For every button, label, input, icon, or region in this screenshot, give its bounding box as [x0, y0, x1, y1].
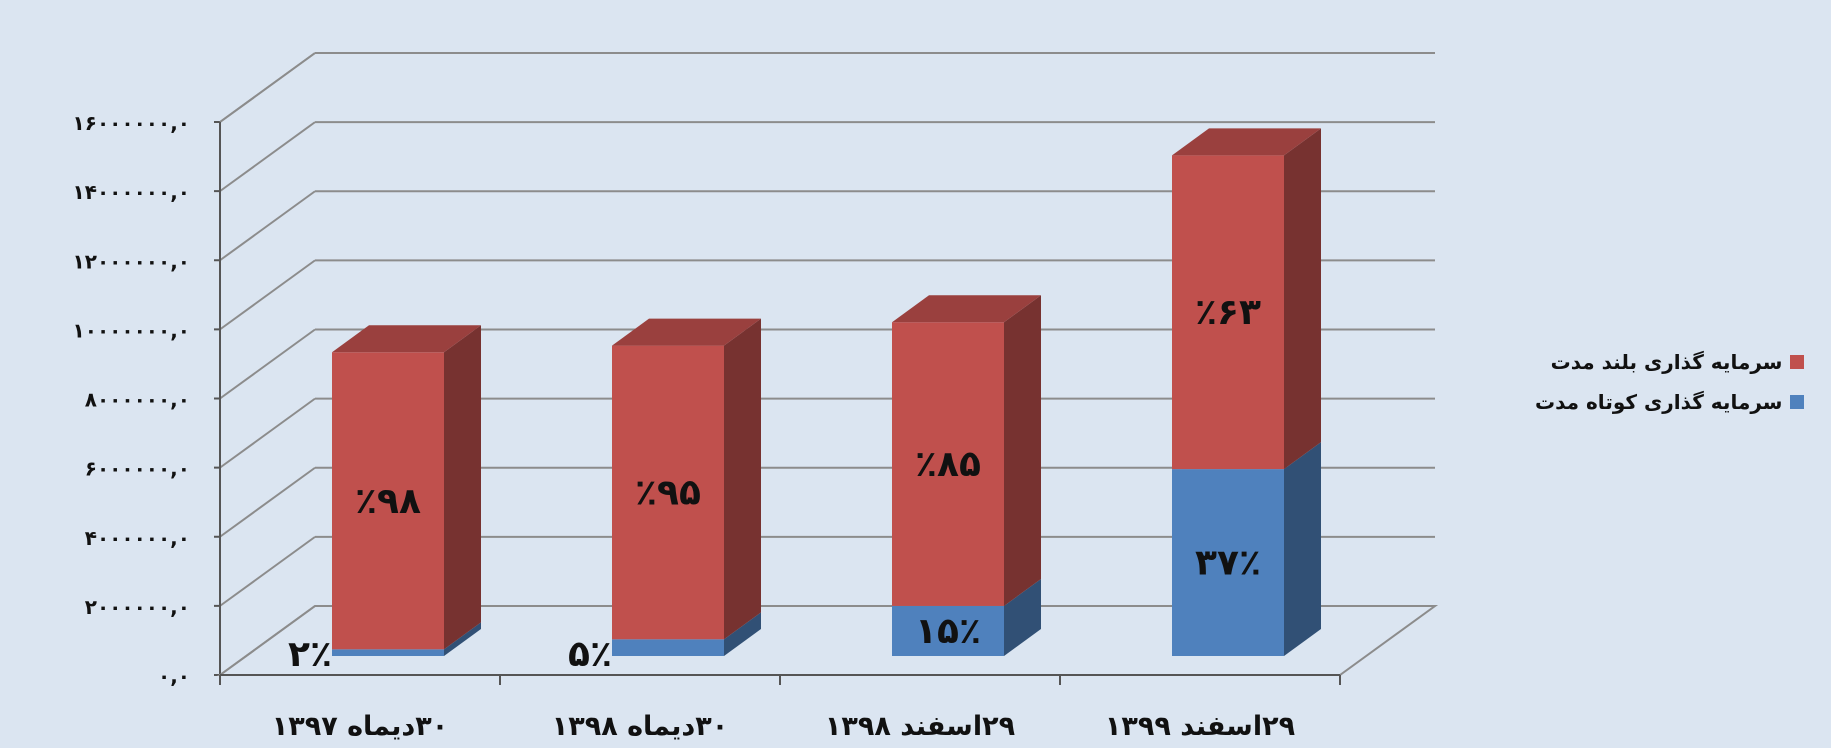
- bar-long-term-top: [612, 318, 761, 346]
- legend-item-short-term: سرمایه گذاری کوتاه مدت: [1535, 382, 1805, 422]
- legend-label-short-term: سرمایه گذاری کوتاه مدت: [1535, 390, 1783, 414]
- grid-side-line: [219, 397, 316, 469]
- y-tick-label: ۰,۰: [158, 664, 190, 688]
- bar-short-term-side: [444, 622, 481, 656]
- grid-side-line: [219, 536, 316, 607]
- grid-side-line: [219, 259, 316, 331]
- y-tick-label: ۴۰۰۰۰۰۰,۰: [85, 526, 190, 550]
- data-label-short-term: ۲٪: [288, 634, 332, 675]
- legend: سرمایه گذاری بلند مدت سرمایه گذاری کوتاه…: [1535, 342, 1805, 422]
- bar-short-term: [612, 639, 724, 656]
- x-tick-label: ۲۹اسفند ۱۳۹۹: [1105, 711, 1295, 742]
- bar-short-term-side: [1284, 442, 1321, 656]
- data-label-short-term: ۱۵٪: [915, 611, 981, 652]
- grid-side-line: [219, 121, 316, 192]
- bar-long-term-top: [1172, 128, 1321, 156]
- bar-short-term: [892, 605, 1004, 656]
- data-label-long-term: ٪۸۵: [915, 444, 981, 485]
- bar-short-term: [332, 649, 444, 656]
- data-label-long-term: ٪۹۵: [635, 472, 701, 513]
- grid-side-line: [219, 52, 316, 123]
- bar-short-term: [1172, 469, 1284, 656]
- bar-long-term-top: [332, 325, 481, 353]
- data-label-long-term: ٪۶۳: [1195, 292, 1261, 333]
- x-tick-label: ۲۹اسفند ۱۳۹۸: [825, 711, 1015, 742]
- bar-short-term-side: [724, 612, 761, 656]
- legend-swatch-short-term: [1790, 395, 1805, 409]
- bar-short-term-side: [1004, 578, 1041, 656]
- legend-label-long-term: سرمایه گذاری بلند مدت: [1550, 350, 1783, 374]
- y-tick-label: ۱۴۰۰۰۰۰۰,۰: [73, 180, 190, 204]
- bar-long-term: [1172, 155, 1284, 470]
- grid-side-line: [219, 328, 316, 400]
- data-label-short-term: ۵٪: [568, 634, 612, 675]
- y-tick-label: ۸۰۰۰۰۰۰,۰: [85, 388, 190, 412]
- data-label-short-term: ۳۷٪: [1195, 543, 1261, 584]
- bar-long-term: [332, 352, 444, 650]
- grid-side-line: [219, 466, 316, 538]
- y-tick-label: ۱۲۰۰۰۰۰۰,۰: [73, 249, 190, 273]
- y-tick-label: ۲۰۰۰۰۰۰,۰: [85, 595, 190, 619]
- legend-item-long-term: سرمایه گذاری بلند مدت: [1535, 342, 1805, 382]
- x-tick-label: ۳۰دیماه ۱۳۹۷: [272, 711, 448, 742]
- bar-long-term: [892, 322, 1004, 606]
- bar-long-term-side: [444, 325, 481, 650]
- grid-side-line: [219, 190, 316, 262]
- bar-long-term-side: [1004, 295, 1041, 606]
- bar-long-term-top: [892, 295, 1041, 323]
- bar-long-term-side: [724, 318, 761, 640]
- data-label-long-term: ٪۹۸: [355, 481, 421, 522]
- y-tick-label: ۶۰۰۰۰۰۰,۰: [85, 457, 190, 481]
- y-tick-label: ۱۶۰۰۰۰۰۰,۰: [73, 111, 190, 135]
- legend-swatch-long-term: [1790, 355, 1805, 369]
- bar-long-term-side: [1284, 128, 1321, 470]
- x-tick-label: ۳۰دیماه ۱۳۹۸: [552, 711, 728, 742]
- y-tick-label: ۱۰۰۰۰۰۰۰,۰: [73, 318, 190, 342]
- bar-long-term: [612, 345, 724, 640]
